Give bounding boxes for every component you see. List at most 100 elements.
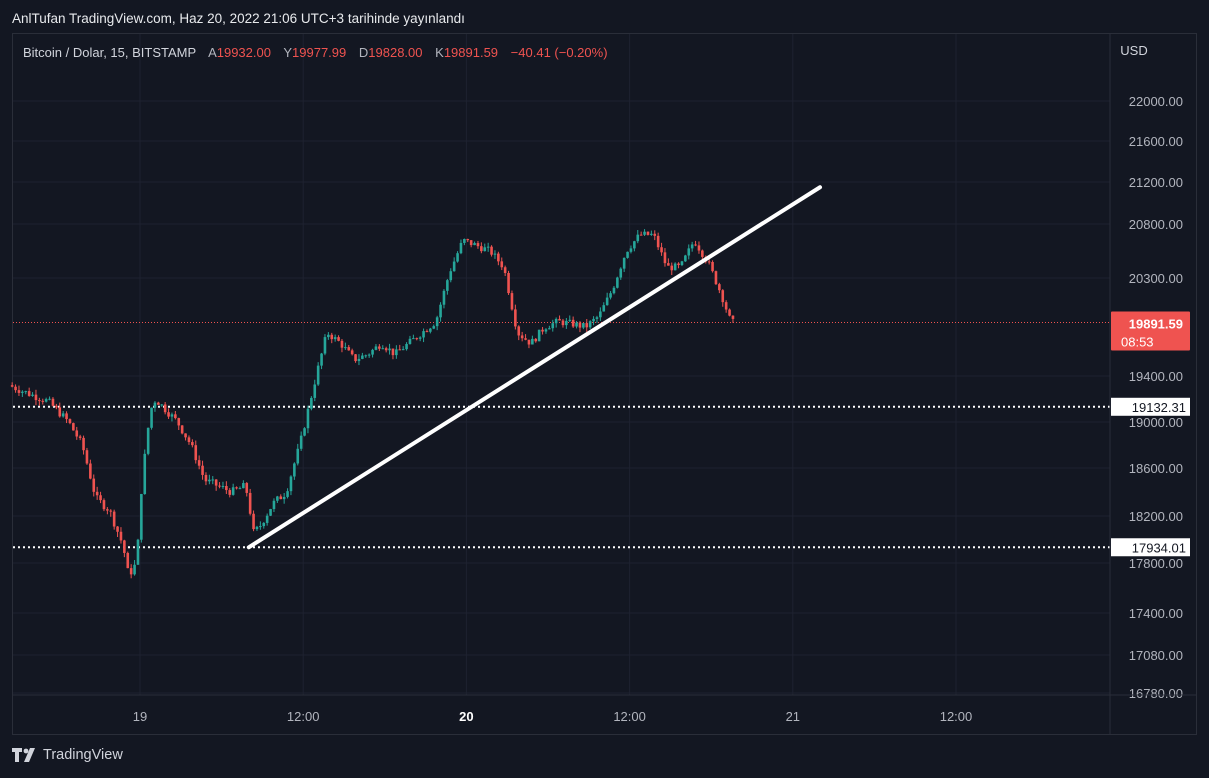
candle (595, 315, 599, 323)
candle (554, 317, 558, 328)
candle (99, 491, 102, 504)
candle (469, 240, 473, 248)
candle (466, 238, 470, 243)
candle (374, 344, 378, 351)
candle (146, 427, 150, 456)
candle (197, 455, 201, 470)
candle (514, 304, 517, 330)
candle (463, 238, 466, 246)
candle (422, 328, 425, 343)
candle (609, 291, 612, 300)
candle (112, 509, 116, 530)
candle (347, 344, 351, 351)
candle (218, 482, 221, 489)
candle (381, 345, 385, 350)
candle (728, 308, 731, 317)
candle (102, 498, 106, 512)
candle (344, 342, 347, 350)
candle (109, 509, 113, 517)
candle (459, 239, 463, 255)
open-value: 19932.00 (216, 45, 271, 60)
candle (17, 385, 21, 396)
candle (616, 276, 619, 289)
support-label-box (1111, 538, 1190, 557)
candle (656, 232, 660, 251)
last-price-box (1111, 311, 1190, 351)
candle (323, 334, 327, 356)
candle (602, 302, 606, 312)
candle (408, 335, 412, 345)
candle (21, 390, 24, 397)
candle (435, 315, 439, 331)
candle (636, 230, 640, 244)
candle (126, 551, 130, 569)
candle (687, 244, 691, 260)
candle (221, 481, 225, 489)
candle (279, 494, 283, 500)
y-tick-label: 19000.00 (1129, 415, 1183, 430)
candle (191, 439, 194, 448)
candle (680, 260, 684, 267)
candle (588, 320, 592, 330)
last-price-label: 19891.59 (1129, 316, 1183, 331)
candle (242, 480, 245, 489)
candle (510, 290, 514, 311)
candle (432, 324, 436, 330)
candle (299, 431, 303, 451)
candle (89, 459, 92, 480)
candle (714, 270, 718, 286)
candle (214, 479, 218, 491)
candle (724, 300, 728, 313)
candle (10, 382, 14, 388)
change-value: −40.41 (−0.20%) (510, 45, 608, 60)
candle (330, 332, 334, 344)
candle (293, 462, 296, 480)
grid (13, 34, 1110, 695)
candle (629, 245, 633, 254)
candle (41, 398, 45, 405)
candle (486, 242, 490, 252)
candle (571, 316, 575, 328)
candle (503, 265, 507, 277)
candle (38, 397, 41, 406)
candle (337, 335, 340, 342)
candle (238, 486, 242, 490)
currency-label: USD (1120, 43, 1147, 58)
candle (333, 334, 337, 342)
candle (150, 407, 153, 430)
candle (548, 325, 551, 330)
candle (361, 352, 364, 360)
candle (653, 230, 657, 241)
candle (157, 401, 160, 405)
candle (174, 411, 177, 420)
candle (136, 538, 140, 565)
candle (245, 482, 249, 497)
candle (575, 320, 578, 329)
candle (568, 315, 572, 323)
candle (170, 412, 174, 422)
x-tick-label: 12:00 (613, 709, 646, 724)
candle (439, 302, 442, 322)
candle (527, 339, 531, 349)
candle (663, 248, 667, 267)
candle (490, 245, 493, 257)
candle (316, 362, 320, 386)
candle (72, 422, 75, 431)
candle (371, 348, 374, 358)
candle (272, 498, 276, 513)
candle (537, 329, 541, 342)
candle (388, 343, 391, 355)
candle (493, 250, 497, 259)
candle (31, 392, 34, 397)
candle (599, 307, 602, 321)
candle (24, 390, 28, 395)
candle (449, 268, 453, 283)
candle (187, 435, 191, 445)
candle (721, 289, 725, 307)
candle (259, 521, 262, 530)
candle (483, 243, 487, 252)
y-tick-label: 21600.00 (1129, 134, 1183, 149)
brand-footer[interactable]: TradingView (12, 747, 123, 763)
candle (582, 323, 585, 330)
